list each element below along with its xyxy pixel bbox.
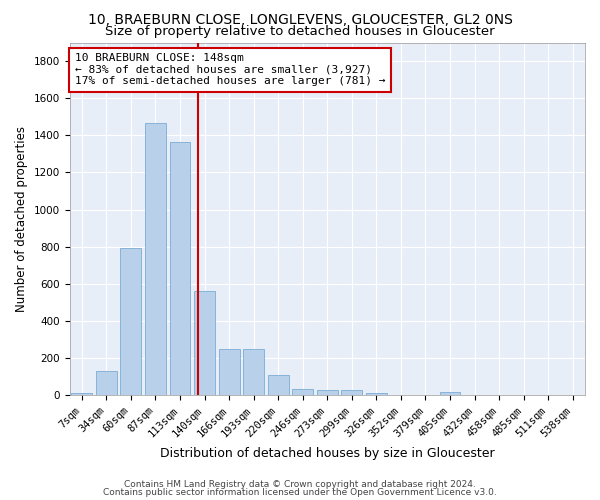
Text: 10, BRAEBURN CLOSE, LONGLEVENS, GLOUCESTER, GL2 0NS: 10, BRAEBURN CLOSE, LONGLEVENS, GLOUCEST…	[88, 12, 512, 26]
Bar	[317, 390, 338, 396]
X-axis label: Distribution of detached houses by size in Gloucester: Distribution of detached houses by size …	[160, 447, 494, 460]
Text: Size of property relative to detached houses in Gloucester: Size of property relative to detached ho…	[105, 25, 495, 38]
Bar	[145, 124, 166, 396]
Bar	[440, 392, 460, 396]
Bar	[121, 248, 142, 396]
Bar	[341, 390, 362, 396]
Bar	[194, 292, 215, 396]
Bar	[218, 350, 239, 396]
Bar	[366, 392, 387, 396]
Bar	[243, 350, 264, 396]
Bar	[96, 371, 117, 396]
Text: Contains HM Land Registry data © Crown copyright and database right 2024.: Contains HM Land Registry data © Crown c…	[124, 480, 476, 489]
Bar	[268, 376, 289, 396]
Bar	[292, 389, 313, 396]
Text: Contains public sector information licensed under the Open Government Licence v3: Contains public sector information licen…	[103, 488, 497, 497]
Text: 10 BRAEBURN CLOSE: 148sqm
← 83% of detached houses are smaller (3,927)
17% of se: 10 BRAEBURN CLOSE: 148sqm ← 83% of detac…	[74, 53, 385, 86]
Y-axis label: Number of detached properties: Number of detached properties	[15, 126, 28, 312]
Bar	[170, 142, 190, 396]
Bar	[71, 394, 92, 396]
